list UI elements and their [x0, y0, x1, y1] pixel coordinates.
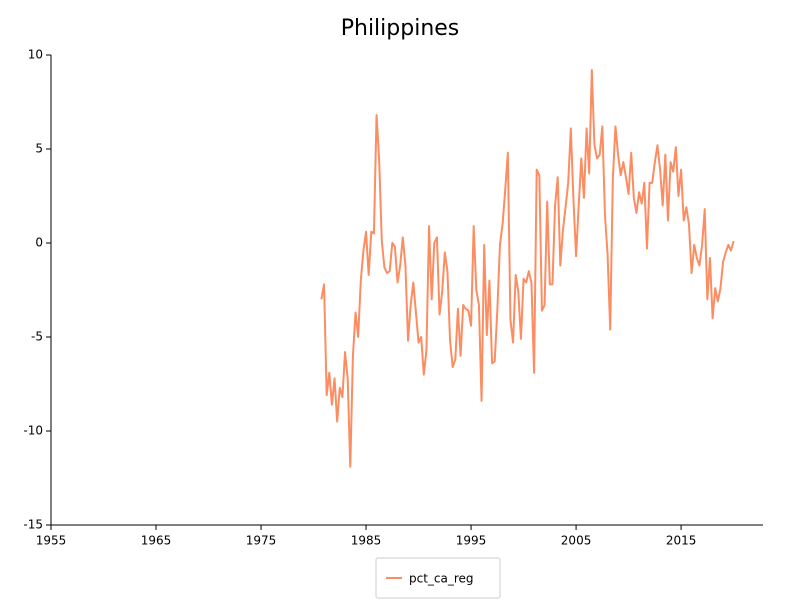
x-tick-label: 1985: [351, 534, 382, 548]
data-line: [320, 69, 735, 468]
x-tick-label: 1965: [141, 534, 172, 548]
y-tick-label: -5: [31, 330, 43, 344]
y-tick-label: -15: [23, 518, 43, 532]
legend-label: pct_ca_reg: [409, 572, 474, 586]
legend: [375, 557, 501, 599]
x-tick-label: 2015: [666, 534, 697, 548]
y-tick-label: 5: [35, 142, 43, 156]
y-tick-label: 10: [28, 48, 43, 62]
y-tick-label: 0: [35, 236, 43, 250]
x-tick-label: 2005: [561, 534, 592, 548]
x-tick-label: 1955: [36, 534, 67, 548]
y-tick-label: -10: [23, 424, 43, 438]
x-tick-label: 1995: [456, 534, 487, 548]
x-tick-label: 1975: [246, 534, 277, 548]
chart-title: Philippines: [341, 16, 460, 41]
